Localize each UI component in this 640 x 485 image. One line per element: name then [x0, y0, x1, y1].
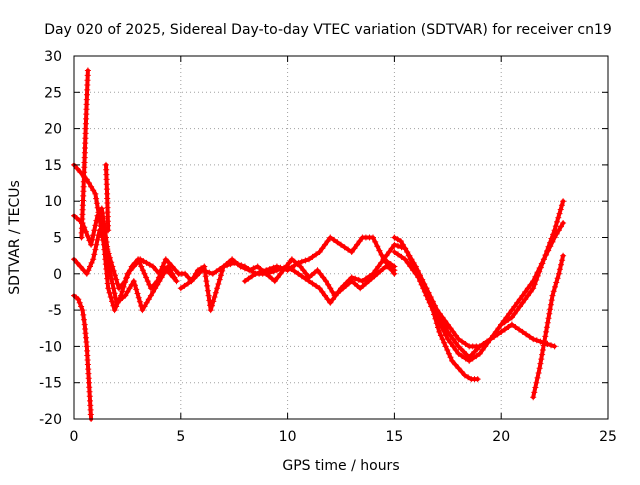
- x-tick-label: 15: [385, 429, 403, 445]
- series-track-n: [498, 220, 567, 328]
- grid-layer: [74, 56, 608, 419]
- series-markers: [103, 161, 112, 234]
- y-tick-label: 10: [44, 194, 62, 210]
- y-tick-label: -5: [48, 303, 62, 319]
- x-tick-label: 10: [279, 429, 297, 445]
- y-tick-label: 0: [53, 267, 62, 283]
- y-tick-label: 15: [44, 158, 62, 174]
- x-axis-title: GPS time / hours: [282, 458, 399, 474]
- y-tick-label: -15: [39, 376, 62, 392]
- x-tick-label: 20: [492, 429, 510, 445]
- series-track-o: [530, 252, 567, 401]
- y-tick-label: -10: [39, 339, 62, 355]
- y-tick-label: 25: [44, 85, 62, 101]
- y-tick-label: 30: [44, 49, 62, 65]
- y-tick-label: -20: [39, 412, 62, 428]
- series-markers: [498, 220, 567, 328]
- series-markers: [241, 256, 398, 306]
- tick-layer: 0 5 10 15 20 25 -20 -15 -10 -5 0 5 10 15 20 25 30: [39, 49, 617, 445]
- x-tick-label: 25: [599, 429, 617, 445]
- series-layer: [71, 67, 567, 422]
- series-track-b: [78, 67, 91, 241]
- x-tick-label: 5: [176, 429, 185, 445]
- series-track-i: [241, 256, 398, 306]
- x-tick-label: 0: [70, 429, 79, 445]
- y-tick-label: 5: [53, 231, 62, 247]
- series-markers: [78, 67, 91, 241]
- series-track-f: [103, 161, 112, 234]
- chart-title: Day 020 of 2025, Sidereal Day-to-day VTE…: [44, 22, 612, 38]
- y-tick-label: 20: [44, 122, 62, 138]
- y-axis-title: SDTVAR / TECUs: [7, 180, 23, 295]
- series-markers: [530, 252, 567, 401]
